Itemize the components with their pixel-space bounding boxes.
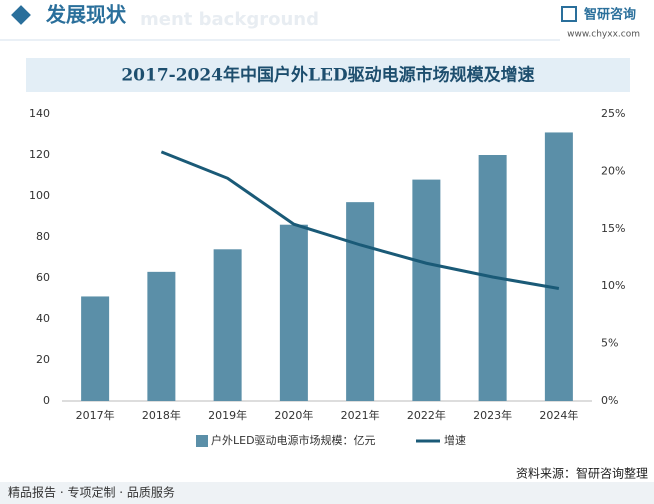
bar bbox=[544, 132, 573, 401]
x-tick-label: 2023年 bbox=[473, 408, 512, 422]
bar bbox=[279, 224, 308, 401]
chart-title: 2017-2024年中国户外LED驱动电源市场规模及增速 bbox=[121, 65, 534, 86]
bar bbox=[412, 179, 441, 401]
y-tick-label: 60 bbox=[36, 271, 50, 284]
bar bbox=[213, 249, 242, 401]
bar bbox=[346, 202, 375, 401]
bar bbox=[147, 271, 176, 401]
header-title: 发展现状 bbox=[45, 3, 127, 27]
y2-tick-label: 10% bbox=[601, 279, 625, 292]
y-tick-label: 40 bbox=[36, 312, 50, 325]
y2-tick-label: 20% bbox=[601, 164, 625, 177]
slogan: 精品报告 · 专项定制 · 品质服务 bbox=[8, 485, 175, 500]
header-watermark: ment background bbox=[140, 9, 319, 30]
brand-name: 智研咨询 bbox=[584, 7, 636, 23]
line bbox=[160, 150, 560, 290]
y-tick-label: 140 bbox=[29, 107, 50, 120]
x-tick-label: 2024年 bbox=[539, 408, 578, 422]
x-tick-label: 2022年 bbox=[407, 408, 446, 422]
y-tick-label: 80 bbox=[36, 230, 50, 243]
x-tick-label: 2017年 bbox=[76, 408, 115, 422]
source: 资料来源：智研咨询整理 bbox=[516, 466, 648, 481]
legend-label: 户外LED驱动电源市场规模：亿元 bbox=[211, 433, 376, 447]
y2-tick-label: 0% bbox=[601, 394, 618, 407]
header-icon bbox=[11, 5, 31, 25]
title-bar bbox=[26, 58, 630, 92]
y2-tick-label: 5% bbox=[601, 337, 618, 350]
x-tick-label: 2020年 bbox=[274, 408, 313, 422]
x-tick-label: 2019年 bbox=[208, 408, 247, 422]
footer-bar bbox=[0, 482, 654, 504]
y-tick-label: 0 bbox=[43, 394, 50, 407]
x-tick-label: 2021年 bbox=[341, 408, 380, 422]
brand-logo bbox=[561, 6, 577, 22]
y-tick-label: 120 bbox=[29, 148, 50, 161]
y-tick-label: 20 bbox=[36, 353, 50, 366]
legend-swatch bbox=[196, 435, 208, 447]
bar bbox=[81, 296, 110, 401]
y2-tick-label: 15% bbox=[601, 222, 625, 235]
legend-label: 增速 bbox=[444, 433, 466, 447]
y-tick-label: 100 bbox=[29, 189, 50, 202]
brand-url: www.chyxx.com bbox=[567, 30, 640, 40]
x-tick-label: 2018年 bbox=[142, 408, 181, 422]
y2-tick-label: 25% bbox=[601, 107, 625, 120]
